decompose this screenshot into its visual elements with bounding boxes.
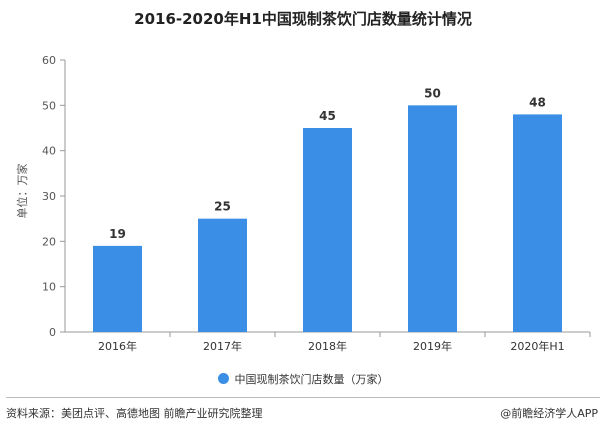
bar <box>408 105 457 332</box>
bar-chart: 0 10 20 30 40 50 60 19 2016年 25 2017年 45 2018年 50 2019… <box>42 54 591 353</box>
bar <box>198 218 247 332</box>
x-tick-label: 2017年 <box>203 339 242 353</box>
x-tick-label: 2020年H1 <box>510 339 564 353</box>
data-label: 45 <box>319 109 336 123</box>
y-tick-label: 40 <box>42 145 56 158</box>
y-tick-label: 50 <box>42 99 56 112</box>
y-tick-label: 20 <box>42 235 56 248</box>
chart-title: 2016-2020年H1中国现制茶饮门店数量统计情况 <box>134 10 472 28</box>
footer-divider <box>6 397 600 398</box>
x-tick-label: 2019年 <box>413 339 452 353</box>
data-label: 19 <box>109 227 126 241</box>
bar <box>513 114 562 333</box>
chart-legend: 中国现制茶饮门店数量（万家） <box>0 371 606 387</box>
data-label: 25 <box>214 200 231 214</box>
legend-swatch <box>217 373 229 384</box>
y-tick-label: 60 <box>42 54 56 67</box>
y-tick-label: 30 <box>42 190 56 203</box>
y-tick-label: 10 <box>42 281 56 294</box>
data-label: 50 <box>424 86 441 100</box>
bar <box>93 245 142 332</box>
source-note: 资料来源：美团点评、高德地图 前瞻产业研究院整理 <box>6 407 263 420</box>
brand-credit: @前瞻经济学人APP <box>500 407 598 420</box>
legend-label: 中国现制茶饮门店数量（万家） <box>234 373 389 386</box>
y-tick-label: 0 <box>49 326 56 339</box>
data-label: 48 <box>529 95 546 109</box>
bar <box>303 128 352 332</box>
x-tick-label: 2018年 <box>308 339 347 353</box>
x-tick-label: 2016年 <box>98 339 137 353</box>
